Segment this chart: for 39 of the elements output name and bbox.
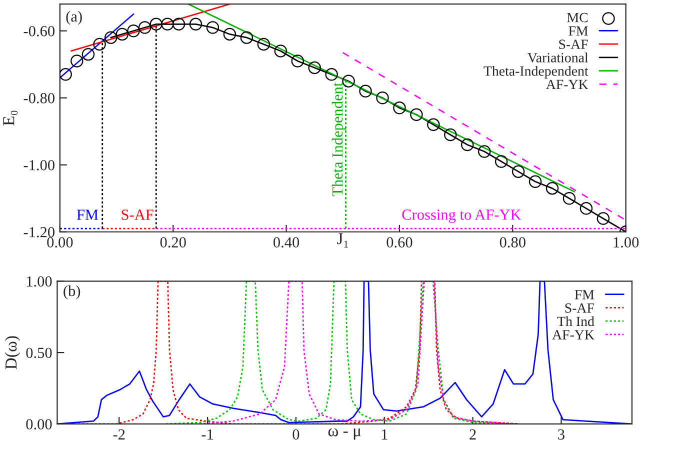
x-tick-label: 0.20 (160, 237, 186, 248)
annotation: Crossing to AF-YK (402, 210, 522, 223)
x-tick-label: 0 (292, 429, 300, 440)
x-tick-label: 2 (470, 429, 476, 440)
x-tick-label: -2 (113, 429, 125, 440)
legend-label: S-AF (565, 303, 594, 313)
legend-label: FM (568, 26, 588, 36)
x-tick-label: 0.80 (500, 237, 526, 248)
y-axis-title: E₀ (3, 110, 18, 126)
annotation: (b) (64, 285, 80, 300)
legend-label: AF-YK (546, 80, 588, 89)
annotation: (a) (66, 10, 82, 25)
x-tick-label: -1 (202, 429, 213, 440)
y-tick-label: -1.00 (24, 160, 54, 170)
legend-label: AF-YK (552, 330, 594, 340)
x-tick-label: 1.00 (614, 237, 639, 248)
y-tick-label: -1.20 (24, 227, 54, 238)
legend-label: Th Ind (557, 316, 594, 326)
y-tick-label: 0.50 (26, 348, 52, 358)
y-tick-label: -0.80 (24, 93, 54, 104)
x-tick-label: 0.60 (386, 237, 412, 248)
y-tick-label: 0.00 (26, 419, 52, 430)
legend-label: FM (574, 290, 594, 300)
x-tick-label: 0.00 (47, 237, 73, 248)
x-axis-title: J₁ (337, 233, 348, 248)
ref-line-label: Theta Independent (332, 82, 346, 196)
legend-label: Variational (528, 52, 588, 62)
x-tick-label: 1 (382, 429, 388, 440)
x-tick-label: 0.40 (274, 237, 300, 248)
x-tick-label: 3 (558, 429, 564, 440)
y-tick-label: -0.60 (24, 26, 54, 36)
x-axis-title: ω - μ (328, 428, 361, 440)
annotation: FM (76, 210, 98, 220)
annotation: S-AF (122, 210, 154, 220)
y-tick-label: 1.00 (26, 276, 52, 287)
legend-label: MC (567, 12, 588, 22)
legend-label: S-AF (559, 40, 588, 50)
y-axis-title: D(ω) (4, 336, 20, 370)
legend-label: Theta-Independent (484, 66, 588, 79)
